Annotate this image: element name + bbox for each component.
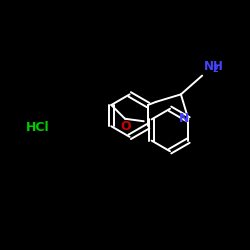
Text: HCl: HCl — [26, 121, 49, 134]
Text: 2: 2 — [213, 65, 218, 74]
Text: NH: NH — [204, 60, 223, 72]
Text: O: O — [120, 120, 131, 133]
Text: N: N — [179, 112, 189, 124]
